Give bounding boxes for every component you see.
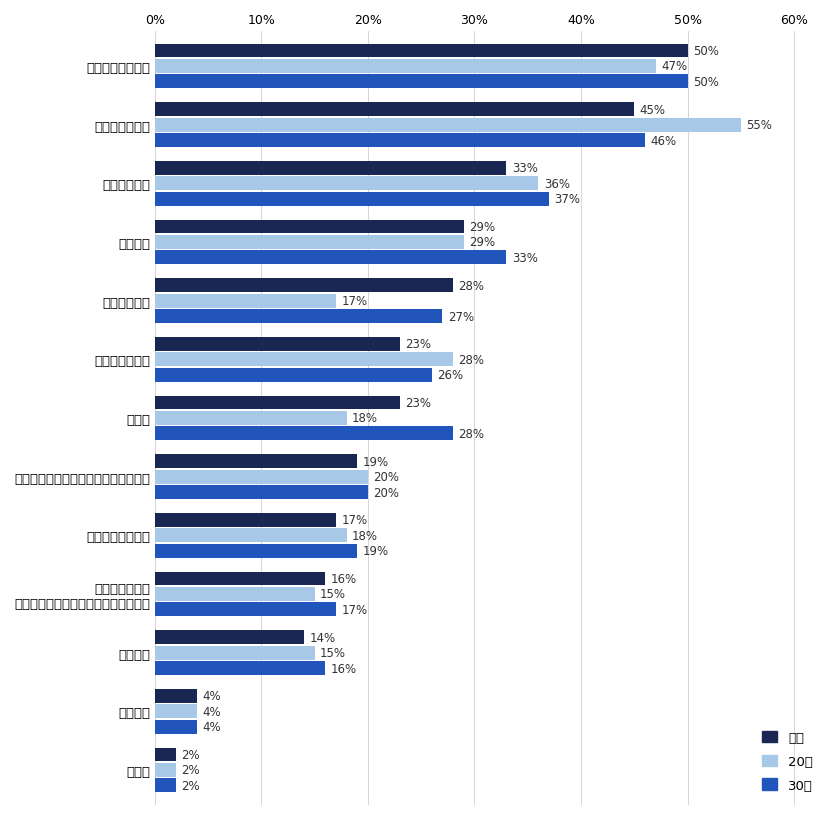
Text: 55%: 55%	[746, 119, 772, 132]
Text: 4%: 4%	[202, 720, 221, 733]
Text: 33%: 33%	[512, 251, 538, 265]
Text: 16%: 16%	[331, 662, 357, 675]
Bar	[155, 778, 176, 792]
Text: 20%: 20%	[373, 486, 399, 499]
Bar	[155, 103, 634, 117]
Text: 29%: 29%	[469, 236, 496, 249]
Text: 50%: 50%	[693, 45, 719, 58]
Bar	[155, 704, 197, 718]
Text: 28%: 28%	[459, 353, 485, 366]
Bar	[155, 529, 347, 542]
Bar	[155, 337, 400, 351]
Bar	[155, 587, 315, 601]
Text: 20%: 20%	[373, 471, 399, 483]
Bar	[155, 220, 464, 234]
Text: 33%: 33%	[512, 162, 538, 175]
Bar	[155, 353, 453, 367]
Bar	[155, 236, 464, 250]
Text: 17%: 17%	[341, 514, 367, 527]
Bar	[155, 514, 336, 527]
Bar	[155, 631, 304, 645]
Bar	[155, 75, 688, 89]
Text: 28%: 28%	[459, 279, 485, 292]
Text: 18%: 18%	[352, 412, 378, 425]
Bar	[155, 161, 507, 175]
Text: 15%: 15%	[320, 646, 346, 659]
Text: 47%: 47%	[661, 61, 687, 74]
Text: 36%: 36%	[543, 178, 570, 191]
Text: 17%: 17%	[341, 603, 367, 616]
Bar	[155, 119, 741, 133]
Text: 2%: 2%	[181, 748, 200, 761]
Bar	[155, 689, 197, 703]
Bar	[155, 763, 176, 777]
Text: 19%: 19%	[363, 455, 389, 468]
Bar	[155, 294, 336, 308]
Text: 23%: 23%	[405, 396, 431, 410]
Bar	[155, 310, 443, 324]
Bar	[155, 603, 336, 617]
Text: 46%: 46%	[650, 134, 676, 147]
Text: 27%: 27%	[448, 310, 474, 324]
Text: 18%: 18%	[352, 529, 378, 542]
Bar	[155, 396, 400, 410]
Text: 14%: 14%	[309, 631, 335, 644]
Bar	[155, 279, 453, 292]
Bar	[155, 455, 357, 468]
Bar	[155, 369, 432, 382]
Bar	[155, 44, 688, 58]
Bar	[155, 411, 347, 425]
Text: 4%: 4%	[202, 705, 221, 718]
Text: 17%: 17%	[341, 295, 367, 308]
Text: 19%: 19%	[363, 545, 389, 558]
Text: 16%: 16%	[331, 572, 357, 586]
Bar	[155, 748, 176, 762]
Bar	[155, 251, 507, 265]
Text: 26%: 26%	[437, 369, 464, 382]
Text: 2%: 2%	[181, 763, 200, 776]
Text: 29%: 29%	[469, 221, 496, 233]
Bar	[155, 134, 645, 147]
Text: 4%: 4%	[202, 690, 221, 703]
Text: 45%: 45%	[639, 103, 665, 116]
Text: 50%: 50%	[693, 76, 719, 88]
Bar	[155, 470, 368, 484]
Text: 2%: 2%	[181, 779, 200, 792]
Text: 28%: 28%	[459, 428, 485, 441]
Bar	[155, 177, 538, 191]
Bar	[155, 720, 197, 734]
Bar	[155, 486, 368, 500]
Text: 15%: 15%	[320, 588, 346, 600]
Bar	[155, 661, 325, 675]
Bar	[155, 646, 315, 660]
Legend: 全体, 20代, 30代: 全体, 20代, 30代	[755, 724, 820, 799]
Text: 23%: 23%	[405, 338, 431, 351]
Bar	[155, 427, 453, 441]
Bar	[155, 192, 549, 206]
Text: 37%: 37%	[554, 193, 580, 206]
Bar	[155, 60, 655, 74]
Bar	[155, 544, 357, 558]
Bar	[155, 572, 325, 586]
